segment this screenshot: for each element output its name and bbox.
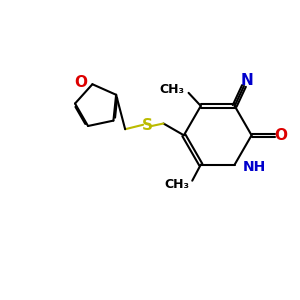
Text: O: O (74, 75, 87, 90)
Text: NH: NH (243, 160, 266, 174)
Text: S: S (141, 118, 152, 133)
Text: CH₃: CH₃ (160, 82, 185, 95)
Text: N: N (240, 73, 253, 88)
Text: O: O (274, 128, 287, 143)
Text: CH₃: CH₃ (164, 178, 189, 191)
